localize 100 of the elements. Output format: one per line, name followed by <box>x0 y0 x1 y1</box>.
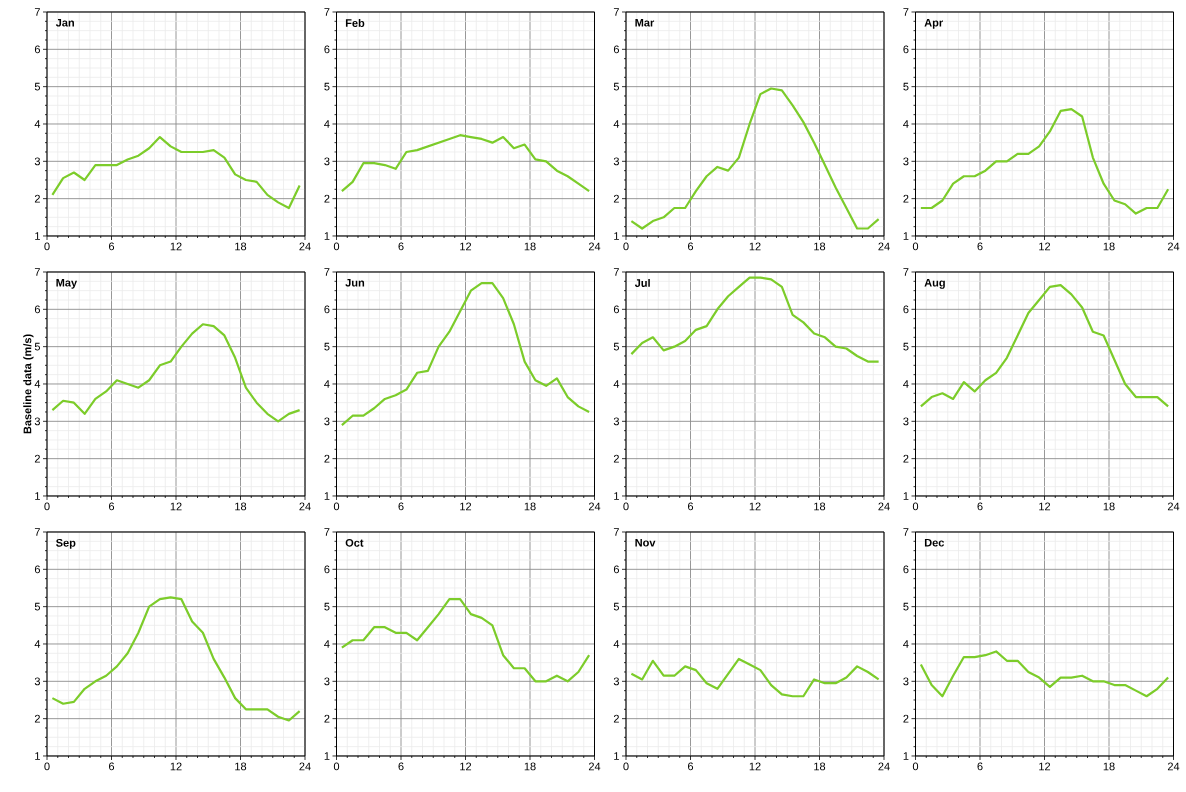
x-tick-label: 24 <box>878 242 890 251</box>
y-tick-label: 3 <box>613 157 619 166</box>
y-tick-label: 6 <box>613 45 619 54</box>
line-series <box>919 107 1170 215</box>
x-tick-label: 0 <box>912 242 919 251</box>
y-tick-label: 7 <box>34 528 40 536</box>
x-tick-label: 6 <box>977 762 983 771</box>
y-tick-label: 3 <box>324 677 330 686</box>
y-tick-label: 1 <box>324 232 330 240</box>
x-tick-label: 6 <box>398 242 404 251</box>
y-tick-label: 5 <box>34 602 41 611</box>
x-tick-label: 0 <box>333 502 340 511</box>
x-tick-label: 6 <box>688 502 694 511</box>
y-tick-label: 6 <box>324 565 330 574</box>
y-tick-label: 4 <box>324 640 330 648</box>
x-tick-label: 0 <box>333 762 340 771</box>
x-tick-label: 6 <box>398 762 404 771</box>
y-tick-label: 6 <box>34 565 40 574</box>
y-tick-label: 2 <box>324 454 330 463</box>
y-tick-label: 4 <box>613 120 620 128</box>
x-tick-label: 0 <box>623 762 629 771</box>
x-tick-label: 6 <box>688 242 694 251</box>
chart-title: Jul <box>634 278 650 287</box>
y-tick-label: 6 <box>324 305 330 314</box>
y-tick-label: 7 <box>613 268 619 276</box>
y-tick-label: 1 <box>903 232 909 240</box>
y-tick-label: 3 <box>613 417 619 426</box>
y-tick-label: 2 <box>903 454 909 463</box>
x-tick-label: 12 <box>749 502 761 511</box>
y-tick-label: 1 <box>324 752 330 760</box>
x-tick-label: 0 <box>44 242 50 251</box>
x-tick-label: 12 <box>460 502 472 511</box>
x-tick-label: 12 <box>1039 762 1051 771</box>
y-tick-label: 7 <box>903 8 909 16</box>
y-tick-label: 2 <box>34 714 40 723</box>
x-tick-label: 18 <box>814 762 826 771</box>
chart-title: Nov <box>635 538 656 547</box>
y-tick-label: 2 <box>34 194 40 203</box>
y-tick-label: 5 <box>903 602 909 611</box>
y-tick-label: 7 <box>34 268 40 276</box>
y-tick-label: 4 <box>613 640 620 648</box>
chart-title: Feb <box>345 18 365 27</box>
y-tick-label: 3 <box>613 677 619 686</box>
y-tick-label: 6 <box>903 305 909 314</box>
y-tick-label: 1 <box>903 752 909 760</box>
y-tick-label: 3 <box>903 677 909 686</box>
y-tick-label: 1 <box>324 492 330 500</box>
y-tick-label: 4 <box>903 380 909 388</box>
x-tick-label: 0 <box>912 762 919 771</box>
x-tick-label: 24 <box>588 502 601 511</box>
y-tick-label: 3 <box>34 677 40 686</box>
line-series <box>630 276 880 363</box>
x-tick-label: 24 <box>878 502 890 511</box>
chart-title: Oct <box>345 538 364 547</box>
x-tick-label: 6 <box>977 502 983 511</box>
x-tick-label: 18 <box>814 242 826 251</box>
x-tick-label: 6 <box>398 502 404 511</box>
y-tick-label: 5 <box>324 342 330 351</box>
x-tick-label: 18 <box>524 502 536 511</box>
x-tick-label: 6 <box>109 762 115 771</box>
x-tick-label: 6 <box>688 762 694 771</box>
x-tick-label: 24 <box>588 242 601 251</box>
x-tick-label: 0 <box>623 242 629 251</box>
y-tick-label: 5 <box>324 82 330 91</box>
y-tick-label: 3 <box>324 417 330 426</box>
y-tick-label: 5 <box>324 602 330 611</box>
x-tick-label: 12 <box>170 502 182 511</box>
y-tick-label: 1 <box>35 492 40 500</box>
x-tick-label: 18 <box>235 502 247 511</box>
y-tick-label: 3 <box>903 157 909 166</box>
y-tick-label: 3 <box>34 157 40 166</box>
chart-title: Mar <box>635 18 655 27</box>
y-tick-label: 4 <box>324 380 330 388</box>
y-tick-label: 1 <box>35 232 40 240</box>
y-tick-label: 2 <box>34 454 40 463</box>
x-tick-label: 12 <box>749 762 761 771</box>
x-tick-label: 12 <box>460 762 472 771</box>
x-tick-label: 18 <box>524 762 536 771</box>
x-tick-label: 18 <box>1103 762 1115 771</box>
y-tick-label: 7 <box>324 528 330 536</box>
x-tick-label: 18 <box>235 762 247 771</box>
x-tick-label: 24 <box>878 762 890 771</box>
x-tick-label: 12 <box>749 242 761 251</box>
y-tick-label: 2 <box>613 454 619 463</box>
text: Sep <box>56 538 76 549</box>
x-tick-label: 18 <box>814 502 826 511</box>
y-tick-label: 4 <box>613 380 620 388</box>
x-tick-label: 0 <box>623 502 629 511</box>
chart-title: Jan <box>55 18 74 27</box>
x-tick-label: 12 <box>460 242 472 251</box>
x-tick-label: 12 <box>1039 502 1051 511</box>
y-tick-label: 6 <box>903 45 909 54</box>
x-tick-label: 24 <box>1167 502 1180 511</box>
y-tick-label: 1 <box>614 492 619 500</box>
y-tick-label: 6 <box>613 305 619 314</box>
y-tick-label: 5 <box>903 342 909 351</box>
y-tick-label: 5 <box>34 342 41 351</box>
y-tick-label: 2 <box>324 194 330 203</box>
y-tick-label: 5 <box>613 342 619 351</box>
y-tick-label: 5 <box>903 82 909 91</box>
